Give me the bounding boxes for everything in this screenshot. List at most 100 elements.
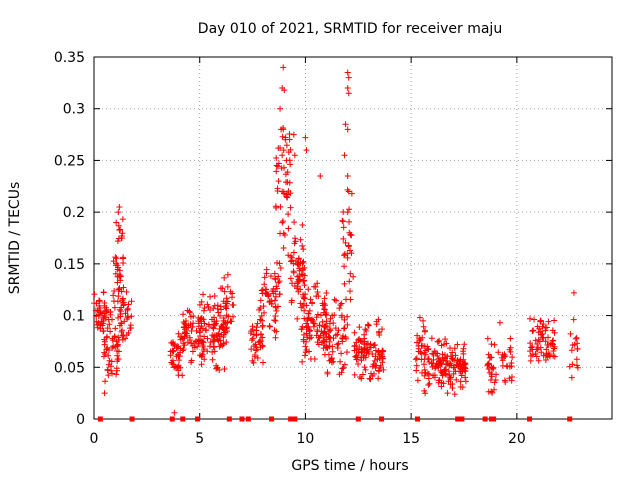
data-point [115, 293, 122, 300]
data-point [286, 130, 293, 137]
data-point [417, 336, 424, 343]
data-point [196, 301, 203, 308]
data-point [283, 193, 290, 200]
data-point [224, 271, 231, 278]
data-point [254, 354, 261, 361]
zero-marker [169, 416, 175, 422]
data-point [446, 372, 453, 379]
data-point [341, 152, 348, 159]
y-tick-label: 0.35 [54, 50, 85, 66]
data-point [303, 147, 310, 154]
data-point [287, 146, 294, 153]
data-point [498, 354, 505, 361]
data-point [180, 324, 187, 331]
data-point [301, 307, 308, 314]
data-point [355, 349, 362, 356]
data-point [213, 331, 220, 338]
zero-marker [414, 416, 420, 422]
data-point [457, 378, 464, 385]
data-point [361, 345, 368, 352]
data-point [280, 245, 287, 252]
data-point [258, 312, 265, 319]
data-point [257, 331, 264, 338]
data-point [376, 368, 383, 375]
data-point [358, 357, 365, 364]
data-point [535, 357, 542, 364]
data-point [105, 316, 112, 323]
data-point [168, 339, 175, 346]
data-point [422, 351, 429, 358]
data-point [113, 371, 120, 378]
zero-marker [129, 416, 135, 422]
data-point [273, 328, 280, 335]
data-point [484, 335, 491, 342]
data-point [442, 336, 449, 343]
data-point [412, 356, 419, 363]
data-point [342, 239, 349, 246]
data-point [279, 133, 286, 140]
data-point [200, 348, 207, 355]
data-point [314, 280, 321, 287]
data-point [351, 329, 358, 336]
data-points [91, 64, 581, 416]
data-point [343, 296, 350, 303]
data-point [201, 305, 208, 312]
data-point [104, 325, 111, 332]
data-point [287, 204, 294, 211]
data-point [438, 342, 445, 349]
data-point [499, 362, 506, 369]
data-point [302, 343, 309, 350]
axes-frame [93, 56, 613, 420]
data-point [345, 90, 352, 97]
data-point [307, 356, 314, 363]
data-point [546, 351, 553, 358]
data-point [119, 216, 126, 223]
data-point [449, 355, 456, 362]
data-point [202, 326, 209, 333]
data-point [322, 322, 329, 329]
data-point [413, 355, 420, 362]
data-point [117, 273, 124, 280]
data-point [345, 188, 352, 195]
y-tick-label: 0.2 [63, 205, 85, 221]
data-point [276, 278, 283, 285]
data-point [213, 365, 220, 372]
data-point [287, 253, 294, 260]
data-point [188, 340, 195, 347]
data-point [267, 273, 274, 280]
data-point [214, 336, 221, 343]
data-point [424, 370, 431, 377]
zero-marker [292, 416, 298, 422]
data-point [344, 186, 351, 193]
data-point [104, 366, 111, 373]
data-point [297, 286, 304, 293]
x-tick-label: 10 [297, 431, 315, 447]
data-point [204, 335, 211, 342]
data-point [315, 293, 322, 300]
data-point [342, 121, 349, 128]
data-point [527, 340, 534, 347]
data-point [175, 362, 182, 369]
data-point [538, 331, 545, 338]
data-point [380, 348, 387, 355]
data-point [176, 349, 183, 356]
x-axis-label: GPS time / hours [291, 458, 408, 474]
data-point [219, 323, 226, 330]
data-point [181, 342, 188, 349]
data-point [371, 357, 378, 364]
data-point [417, 349, 424, 356]
data-point [272, 293, 279, 300]
data-point [277, 230, 284, 237]
data-point [261, 274, 268, 281]
data-point [449, 356, 456, 363]
data-point [229, 301, 236, 308]
data-point [187, 313, 194, 320]
data-point [113, 219, 120, 226]
data-point [540, 352, 547, 359]
data-point [115, 222, 122, 229]
data-point [321, 306, 328, 313]
data-point [330, 358, 337, 365]
data-point [280, 164, 287, 171]
data-point [431, 374, 438, 381]
